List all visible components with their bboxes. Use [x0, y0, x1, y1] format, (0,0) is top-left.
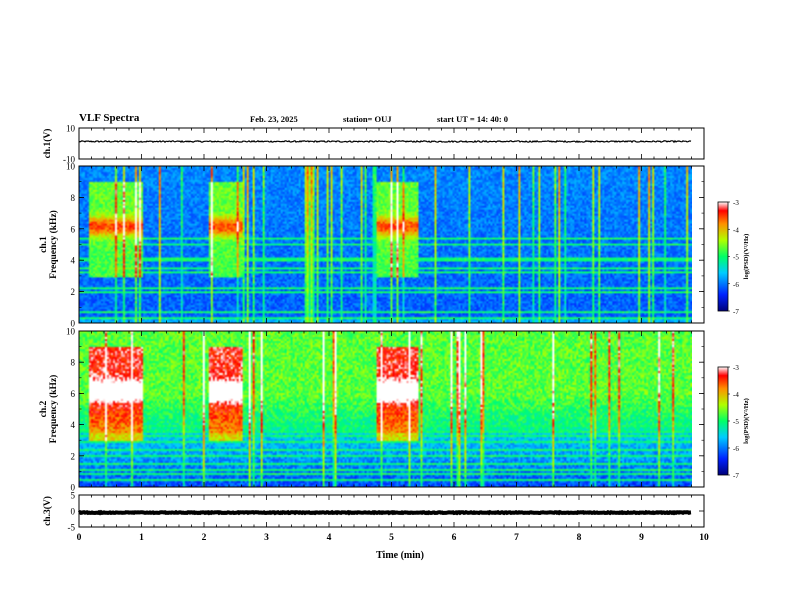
ch1-waveform-ytick-10: 10	[66, 124, 76, 134]
ch2-cbtick--6: -6	[733, 445, 739, 453]
ch1-spectrogram-ylabel-0: ch.1	[39, 236, 49, 253]
ch1-cbtick--7: -7	[733, 308, 739, 316]
xtick-9: 9	[639, 533, 644, 543]
ch2-cbtick--7: -7	[733, 472, 739, 480]
ch2-spectrogram-image	[79, 331, 692, 487]
ch1-cbtick--5: -5	[733, 254, 739, 262]
ch1-waveform-ylabel: ch.1(V)	[42, 129, 53, 159]
ch1-spectrogram-ytick-0: 0	[71, 319, 76, 329]
station-label: station= OUJ	[343, 114, 392, 124]
xtick-5: 5	[389, 533, 394, 543]
xtick-8: 8	[577, 533, 582, 543]
ch2-spectrogram-ylabel-0: ch.2	[39, 400, 49, 417]
xtick-4: 4	[327, 533, 332, 543]
xtick-0: 0	[77, 533, 82, 543]
ch1-spectrogram-ytick-8: 8	[71, 193, 76, 203]
ch3-waveform-ylabel: ch.3(V)	[42, 496, 53, 526]
ch3-waveform-ytick-0: 0	[71, 507, 76, 517]
xtick-2: 2	[202, 533, 207, 543]
ch2-cbtick--4: -4	[733, 391, 739, 399]
xtick-1: 1	[139, 533, 144, 543]
ch3-waveform-ytick-5: 5	[71, 491, 76, 501]
start-time-label: start UT = 14: 40: 0	[437, 114, 509, 124]
ch1-cblabel: log(PSD)(V²/Hz)	[743, 234, 750, 280]
ch1-spectrogram-ylabel-1: Frequency (kHz)	[48, 210, 59, 279]
x-axis-label: Time (min)	[376, 550, 424, 561]
ch2-spectrogram-ytick-6: 6	[71, 389, 76, 399]
ch1-waveform-ytick--10: -10	[63, 155, 75, 165]
ch1-spectrogram-ytick-6: 6	[71, 224, 76, 234]
ch2-spectrogram-ylabel-1: Frequency (kHz)	[48, 375, 59, 444]
figure-title: VLF Spectra	[79, 112, 140, 124]
ch1-spectrogram-ytick-4: 4	[71, 256, 76, 266]
ch1-colorbar	[717, 201, 729, 312]
ch3-waveform-trace	[77, 509, 692, 516]
ch1-spectrogram-ytick-2: 2	[71, 287, 76, 297]
ch1-spectrogram-ytick-10: 10	[66, 162, 76, 172]
xtick-3: 3	[264, 533, 269, 543]
xtick-7: 7	[514, 533, 519, 543]
ch2-cbtick--5: -5	[733, 418, 739, 426]
xtick-6: 6	[452, 533, 457, 543]
ch2-cblabel: log(PSD)(V²/Hz)	[743, 398, 750, 444]
ch1-cbtick--4: -4	[733, 226, 739, 234]
ch3-waveform-ytick--5: -5	[68, 523, 76, 533]
ch2-spectrogram-ytick-10: 10	[66, 327, 76, 337]
ch2-spectrogram-ytick-0: 0	[71, 483, 76, 493]
xtick-10: 10	[699, 533, 709, 543]
ch2-spectrogram-ytick-2: 2	[71, 451, 76, 461]
ch2-spectrogram-ytick-4: 4	[71, 420, 76, 430]
ch2-cbtick--3: -3	[733, 364, 739, 372]
ch1-cbtick--6: -6	[733, 281, 739, 289]
ch2-colorbar	[717, 366, 729, 476]
ch1-cbtick--3: -3	[733, 199, 739, 207]
ch1-spectrogram-image	[79, 166, 692, 323]
date-label: Feb. 23, 2025	[250, 114, 298, 124]
ch2-spectrogram-ytick-8: 8	[71, 358, 76, 368]
ch1-waveform-trace	[78, 139, 692, 144]
